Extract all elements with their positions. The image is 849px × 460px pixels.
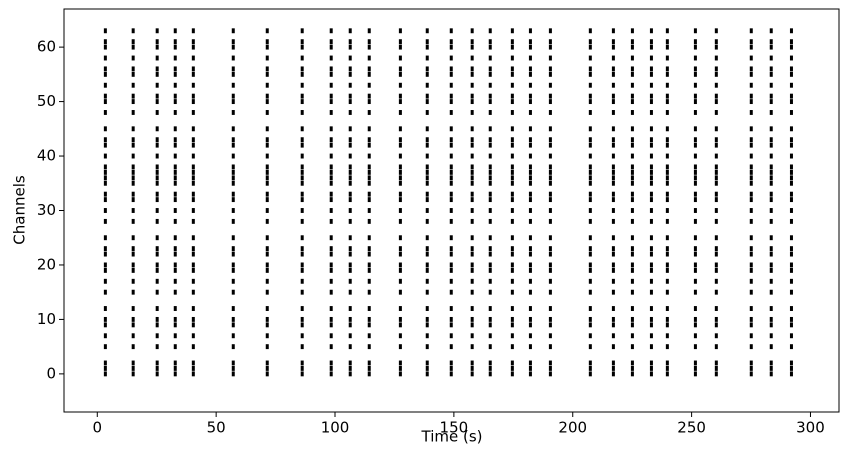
y-axis-label: Channels bbox=[11, 175, 29, 245]
y-tick-label: 20 bbox=[37, 255, 56, 273]
x-tick-label: 100 bbox=[321, 419, 350, 437]
x-tick-label: 150 bbox=[440, 419, 469, 437]
y-tick-label: 60 bbox=[37, 38, 56, 56]
y-tick-label: 50 bbox=[37, 92, 56, 110]
x-tick-label: 300 bbox=[796, 419, 825, 437]
x-axis-label: Time (s) bbox=[421, 428, 483, 446]
x-tick-label: 50 bbox=[207, 419, 226, 437]
y-tick-label: 30 bbox=[37, 201, 56, 219]
x-tick-label: 250 bbox=[677, 419, 706, 437]
y-tick-label: 10 bbox=[37, 310, 56, 328]
y-tick-label: 0 bbox=[46, 364, 56, 382]
x-tick-label: 200 bbox=[558, 419, 587, 437]
x-tick-label: 0 bbox=[93, 419, 103, 437]
y-tick-label: 40 bbox=[37, 147, 56, 165]
